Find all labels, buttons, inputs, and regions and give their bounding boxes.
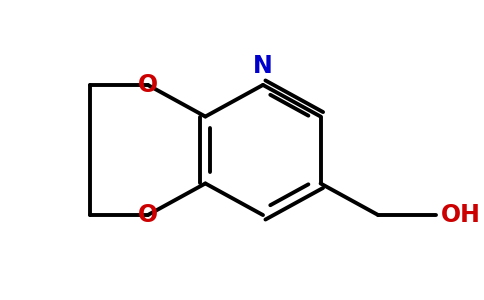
Text: O: O — [137, 73, 158, 97]
Text: N: N — [253, 53, 273, 77]
Text: O: O — [137, 203, 158, 227]
Text: OH: OH — [440, 203, 480, 227]
